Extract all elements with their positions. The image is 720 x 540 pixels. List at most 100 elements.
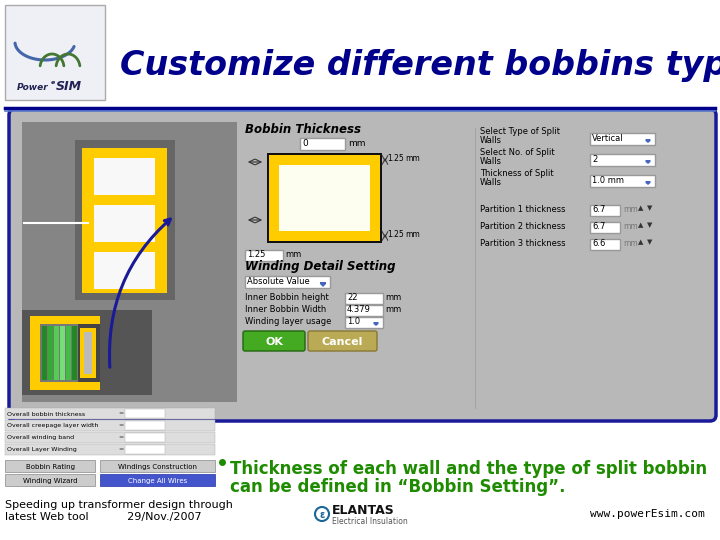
Text: Bobbin Thickness: Bobbin Thickness [245,123,361,136]
Bar [66,326,71,380]
Text: Overall creepage layer width: Overall creepage layer width [7,423,99,429]
Bar [5,444,215,455]
Text: Bobbin Rating: Bobbin Rating [25,464,74,470]
Text: mm: mm [385,293,401,302]
Text: ELANTAS: ELANTAS [332,504,395,517]
Bar [5,474,95,486]
Bar [590,133,655,145]
Text: OK: OK [265,337,283,347]
Text: Winding layer usage: Winding layer usage [245,317,331,326]
Bar [22,122,237,402]
Text: Windings Construction: Windings Construction [118,464,197,470]
Bar [5,420,215,431]
Bar [100,460,215,472]
Bar [269,155,380,241]
Text: mm: mm [348,139,366,148]
Text: Select No. of Split: Select No. of Split [480,148,554,157]
Text: 1.25: 1.25 [247,250,266,259]
Bar [42,326,47,380]
Text: Partition 1 thickness: Partition 1 thickness [480,205,565,214]
Bar [267,153,382,243]
Bar [125,409,165,418]
Text: Winding Detail Setting: Winding Detail Setting [245,260,395,273]
Text: Winding Wizard: Winding Wizard [23,478,77,484]
Bar [590,175,655,187]
Text: 1.0: 1.0 [347,317,360,326]
Bar [590,205,620,216]
Text: 2: 2 [592,155,598,164]
Text: ▼: ▼ [647,222,652,228]
Text: mm: mm [623,239,638,248]
Text: Cancel: Cancel [321,337,363,347]
Bar [125,445,165,454]
Bar [75,140,175,300]
FancyBboxPatch shape [5,5,105,100]
Bar [80,328,96,378]
Bar [22,310,152,395]
Bar [279,165,370,231]
Bar [5,432,215,443]
Bar [125,421,165,430]
Text: =: = [118,411,123,416]
Text: e: e [51,80,55,85]
Text: 1.25: 1.25 [387,154,404,163]
Text: Speeding up transformer design through: Speeding up transformer design through [5,500,233,510]
Text: 4.379: 4.379 [347,305,371,314]
Bar [245,276,330,288]
FancyArrow shape [646,160,650,164]
Text: Inner Bobbin Width: Inner Bobbin Width [245,305,326,314]
FancyBboxPatch shape [243,331,305,351]
Bar [590,154,655,166]
FancyArrow shape [646,181,650,185]
Bar [40,324,90,382]
Text: 0: 0 [302,139,307,148]
Text: Walls: Walls [480,157,502,166]
Text: mm: mm [623,222,638,231]
Text: 1.25: 1.25 [387,230,404,239]
Bar [125,433,165,442]
Text: Power: Power [17,83,49,92]
Text: ▲: ▲ [638,239,644,245]
Bar [245,250,283,261]
Text: mm: mm [623,205,638,214]
Text: ▼: ▼ [647,239,652,245]
Bar [300,138,345,150]
Text: Absolute Value: Absolute Value [247,277,310,286]
FancyBboxPatch shape [9,109,716,421]
Text: mm: mm [405,230,420,239]
Text: 1.0 mm: 1.0 mm [592,176,624,185]
Text: mm: mm [405,154,420,163]
Text: Overall bobbin thickness: Overall bobbin thickness [7,411,85,416]
Text: ε: ε [319,510,325,520]
Text: ▼: ▼ [647,205,652,211]
Bar [590,222,620,233]
Text: =: = [118,435,123,441]
Text: Thickness of each wall and the type of split bobbin: Thickness of each wall and the type of s… [230,460,707,478]
Text: Thickness of Split: Thickness of Split [480,169,554,178]
Text: SIM: SIM [56,80,82,93]
Text: latest Web tool           29/Nov./2007: latest Web tool 29/Nov./2007 [5,512,202,522]
Bar [30,316,100,390]
Text: ▲: ▲ [638,205,644,211]
Bar [345,317,383,328]
Bar [345,293,383,304]
FancyBboxPatch shape [308,331,377,351]
FancyArrow shape [320,282,326,287]
Text: can be defined in “Bobbin Setting”.: can be defined in “Bobbin Setting”. [230,478,565,496]
Bar [82,148,167,293]
Bar [54,326,59,380]
Text: 6.7: 6.7 [592,205,606,214]
FancyArrow shape [646,139,650,143]
Bar [84,332,92,374]
Text: =: = [118,448,123,453]
Bar [5,408,215,419]
Text: Customize different bobbins type: Customize different bobbins type [120,49,720,82]
Text: Overall winding band: Overall winding band [7,435,74,441]
Bar [345,305,383,316]
Bar [94,252,155,289]
Bar [72,326,77,380]
Text: mm: mm [285,250,301,259]
Text: Inner Bobbin height: Inner Bobbin height [245,293,329,302]
Bar [94,205,155,242]
Text: Overall Layer Winding: Overall Layer Winding [7,448,77,453]
